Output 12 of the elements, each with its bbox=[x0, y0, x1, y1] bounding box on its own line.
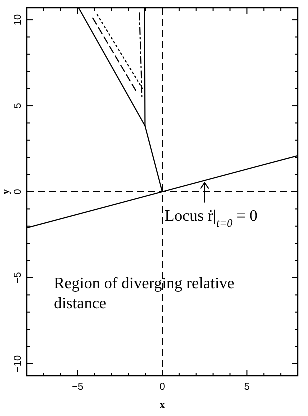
y-tick-label: 5 bbox=[13, 102, 24, 109]
x-tick-label: 0 bbox=[160, 382, 166, 393]
y-axis-title: y bbox=[1, 190, 12, 194]
y-tick-label: 10 bbox=[13, 14, 24, 26]
x-tick-label: −5 bbox=[72, 382, 84, 393]
y-tick-label: −10 bbox=[13, 355, 24, 372]
y-tick-label: 0 bbox=[13, 188, 24, 195]
x-axis-title: x bbox=[160, 400, 165, 411]
y-tick-label: −5 bbox=[13, 272, 24, 284]
annotation: Locus ṙ|$_{t=0}$ = 0 bbox=[164, 208, 258, 230]
annotation: Region of diverging relative distance bbox=[54, 275, 235, 312]
x-tick-label: 5 bbox=[244, 382, 250, 393]
